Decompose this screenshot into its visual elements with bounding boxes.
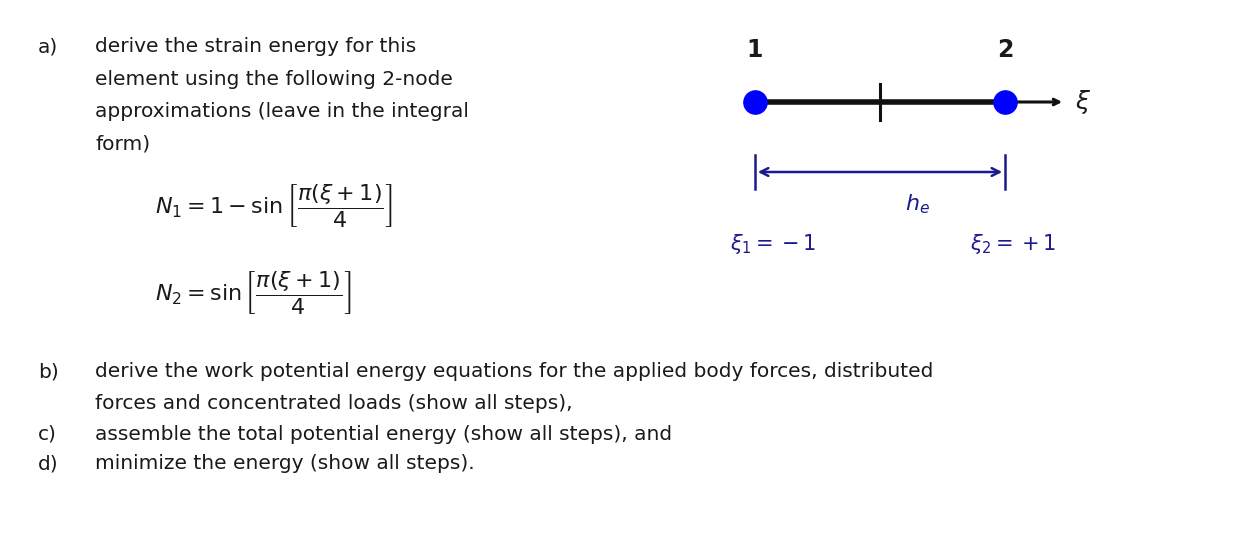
Text: a): a) (38, 37, 58, 56)
Text: b): b) (38, 362, 59, 381)
Point (995, 97, 1015, 106)
Text: $\xi$: $\xi$ (1075, 88, 1091, 116)
Text: $N_1 = 1 - \sin\left[\dfrac{\pi(\xi + 1)}{4}\right]$: $N_1 = 1 - \sin\left[\dfrac{\pi(\xi + 1)… (155, 182, 392, 229)
Text: $h_e$: $h_e$ (905, 192, 930, 216)
Text: $\xi_1 = -1$: $\xi_1 = -1$ (730, 232, 816, 256)
Text: minimize the energy (show all steps).: minimize the energy (show all steps). (95, 454, 475, 473)
Text: assemble the total potential energy (show all steps), and: assemble the total potential energy (sho… (95, 425, 672, 444)
Text: 1: 1 (747, 38, 763, 62)
Text: element using the following 2-node: element using the following 2-node (95, 70, 452, 89)
Text: c): c) (38, 425, 56, 444)
Point (746, 97, 766, 106)
Text: derive the strain energy for this: derive the strain energy for this (95, 37, 416, 56)
Text: 2: 2 (997, 38, 1014, 62)
Text: form): form) (95, 135, 150, 154)
Text: d): d) (38, 454, 59, 473)
Text: $N_2 = \sin\left[\dfrac{\pi(\xi + 1)}{4}\right]$: $N_2 = \sin\left[\dfrac{\pi(\xi + 1)}{4}… (155, 269, 351, 316)
Text: approximations (leave in the integral: approximations (leave in the integral (95, 102, 469, 121)
Text: derive the work potential energy equations for the applied body forces, distribu: derive the work potential energy equatio… (95, 362, 933, 381)
Text: forces and concentrated loads (show all steps),: forces and concentrated loads (show all … (95, 394, 573, 413)
Text: $\xi_2 = +1$: $\xi_2 = +1$ (970, 232, 1056, 256)
